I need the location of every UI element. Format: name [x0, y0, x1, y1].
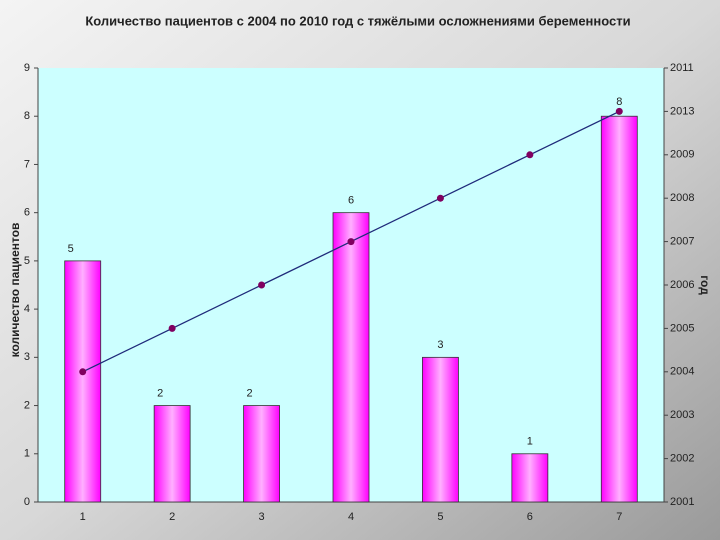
- bar: [600, 115, 638, 503]
- y-tick-label: 2: [24, 399, 30, 411]
- y-tick-label: 6: [24, 207, 30, 219]
- y2-tick-label: 2002: [670, 453, 694, 465]
- line-marker: [79, 368, 87, 376]
- y-axis-title: количество пациентов: [8, 223, 22, 358]
- y2-tick-label: 2007: [670, 236, 694, 248]
- y-tick-label: 5: [24, 255, 30, 267]
- y2-tick-label: 2011: [670, 62, 694, 74]
- y-tick-label: 1: [24, 448, 30, 460]
- line-marker: [258, 281, 266, 289]
- y2-tick-label: 2009: [670, 149, 694, 161]
- y2-tick-label: 2008: [670, 192, 694, 204]
- y2-tick-label: 2006: [670, 279, 694, 291]
- y2-axis-title: год: [698, 275, 712, 295]
- y2-tick-label: 2005: [670, 322, 694, 334]
- y-tick-label: 7: [24, 158, 30, 170]
- y-tick-label: 9: [24, 62, 30, 74]
- y2-tick-label: 2003: [670, 409, 694, 421]
- y2-tick-label: 2013: [670, 105, 694, 117]
- data-label: 2: [157, 387, 163, 399]
- data-label: 2: [247, 387, 253, 399]
- line-marker: [168, 324, 176, 332]
- x-tick-label: 4: [348, 511, 354, 523]
- x-tick-label: 7: [616, 511, 622, 523]
- line-marker: [526, 151, 534, 159]
- y2-tick-label: 2001: [670, 496, 694, 508]
- chart-title: Количество пациентов с 2004 по 2010 год …: [85, 13, 630, 28]
- bar: [153, 405, 191, 503]
- line-marker: [347, 238, 355, 246]
- data-label: 3: [437, 339, 443, 351]
- y-tick-label: 8: [24, 110, 30, 122]
- data-label: 6: [348, 195, 354, 207]
- data-label: 5: [68, 243, 74, 255]
- y-tick-label: 0: [24, 496, 30, 508]
- bar: [64, 260, 102, 503]
- bar: [422, 356, 459, 503]
- line-marker: [615, 107, 623, 115]
- data-label: 1: [527, 436, 533, 448]
- y-tick-label: 3: [24, 351, 30, 363]
- x-tick-label: 3: [259, 511, 265, 523]
- x-tick-label: 6: [527, 511, 533, 523]
- bar: [332, 212, 370, 503]
- data-label: 8: [616, 96, 622, 108]
- line-marker: [436, 194, 444, 202]
- y2-tick-label: 2004: [670, 366, 694, 378]
- x-tick-label: 1: [80, 511, 86, 523]
- x-tick-label: 5: [437, 511, 443, 523]
- y-tick-label: 4: [24, 303, 30, 315]
- x-tick-label: 2: [169, 511, 175, 523]
- bar: [511, 453, 549, 503]
- bar: [243, 405, 280, 503]
